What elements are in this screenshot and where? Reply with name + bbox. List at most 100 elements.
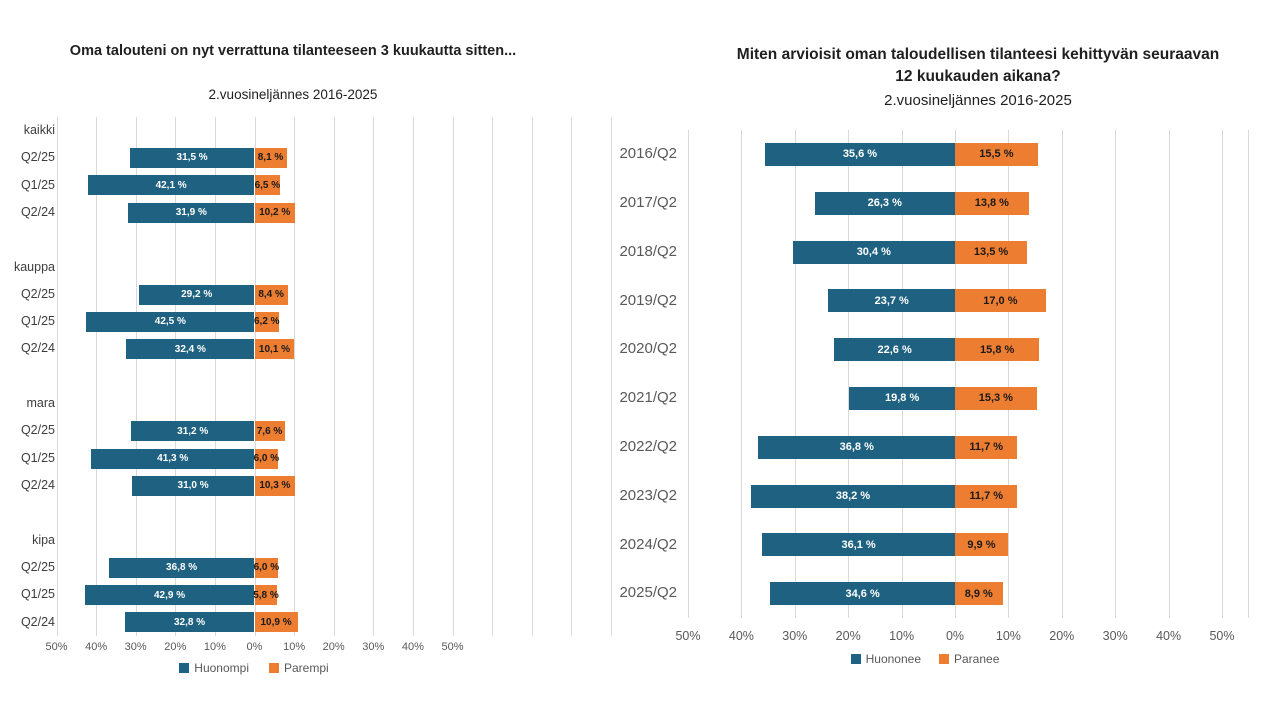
axis-tick-label: 50% bbox=[675, 629, 701, 643]
axis-tick-label: 40% bbox=[728, 629, 754, 643]
category-label: 2022/Q2 bbox=[619, 437, 677, 455]
legend-label: Huonompi bbox=[194, 661, 249, 675]
legend-swatch-icon bbox=[850, 654, 861, 664]
category-label: 2025/Q2 bbox=[619, 584, 677, 602]
bar-value-label: 42,5 % bbox=[154, 316, 186, 328]
negative-bar: 32,4 % bbox=[126, 339, 255, 360]
negative-bar: 36,8 % bbox=[758, 435, 955, 459]
bar-value-label: 35,6 % bbox=[842, 148, 878, 161]
bar-value-label: 19,8 % bbox=[885, 392, 920, 405]
bar-value-label: 36,8 % bbox=[839, 441, 874, 454]
gridline bbox=[56, 117, 58, 636]
category-label: 2018/Q2 bbox=[619, 242, 677, 260]
bar-value-label: 9,9 % bbox=[967, 538, 996, 551]
negative-bar: 36,1 % bbox=[762, 533, 955, 557]
category-label: Q1/25 bbox=[20, 587, 55, 602]
bar-value-label: 41,3 % bbox=[157, 453, 189, 464]
category-label: Q2/24 bbox=[20, 341, 55, 356]
category-label: Q1/25 bbox=[20, 450, 55, 465]
axis-tick-label: 10% bbox=[283, 641, 306, 653]
group-label: kauppa bbox=[13, 259, 55, 274]
gridline bbox=[1008, 130, 1010, 618]
chart-title: Oma talouteni on nyt verrattuna tilantee… bbox=[69, 43, 517, 59]
category-label: Q2/25 bbox=[20, 286, 55, 301]
bar-value-label: 31,0 % bbox=[177, 480, 209, 492]
category-label: 2019/Q2 bbox=[619, 291, 677, 309]
gridline bbox=[135, 117, 137, 636]
bar-value-label: 22,6 % bbox=[877, 343, 912, 356]
category-label: 2023/Q2 bbox=[619, 486, 677, 504]
positive-bar: 8,1 % bbox=[254, 147, 287, 168]
axis-tick-label: 20% bbox=[322, 641, 345, 653]
bar-value-label: 31,2 % bbox=[177, 425, 209, 437]
positive-bar: 6,0 % bbox=[253, 557, 280, 578]
chart-subtitle: 2.vuosineljännes 2016-2025 bbox=[884, 92, 1072, 109]
bar-value-label: 31,5 % bbox=[176, 152, 208, 164]
category-label: 2016/Q2 bbox=[619, 145, 677, 163]
negative-bar: 22,6 % bbox=[834, 338, 955, 362]
axis-tick-label: 20% bbox=[1049, 629, 1075, 643]
gridline bbox=[373, 117, 375, 636]
positive-bar: 5,8 % bbox=[253, 585, 279, 606]
category-label: Q2/24 bbox=[20, 204, 55, 219]
bar-value-label: 8,1 % bbox=[257, 152, 284, 164]
legend: Huonompi Parempi bbox=[104, 661, 404, 675]
axis-tick-label: 40% bbox=[1156, 629, 1182, 643]
legend-item-huononee: Huononee bbox=[850, 652, 921, 666]
bar-value-label: 10,9 % bbox=[260, 616, 292, 628]
positive-bar: 17,0 % bbox=[955, 289, 1046, 313]
bar-value-label: 6,2 % bbox=[253, 316, 280, 328]
positive-bar: 10,9 % bbox=[254, 612, 298, 633]
bar-value-label: 8,4 % bbox=[258, 289, 284, 301]
bar-value-label: 10,2 % bbox=[259, 207, 291, 219]
bar-value-label: 8,9 % bbox=[964, 587, 993, 600]
gridline bbox=[1248, 130, 1249, 618]
category-label: Q2/24 bbox=[20, 478, 55, 493]
bar-value-label: 32,8 % bbox=[173, 616, 206, 628]
negative-bar: 31,0 % bbox=[131, 475, 255, 496]
positive-bar: 7,6 % bbox=[254, 421, 285, 442]
gridline bbox=[794, 130, 796, 618]
bar-value-label: 36,8 % bbox=[166, 562, 198, 574]
legend-item-huonompi: Huonompi bbox=[179, 661, 249, 675]
bar-value-label: 26,3 % bbox=[867, 197, 902, 210]
bar-value-label: 7,6 % bbox=[256, 425, 283, 437]
category-label: 2021/Q2 bbox=[619, 389, 677, 407]
bar-value-label: 23,7 % bbox=[874, 294, 909, 307]
legend-swatch-icon bbox=[269, 663, 279, 673]
gridline bbox=[531, 117, 533, 636]
gridline bbox=[901, 130, 903, 618]
axis-tick-label: 0% bbox=[246, 641, 263, 653]
axis-tick-label: 30% bbox=[362, 641, 385, 653]
bar-value-label: 6,0 % bbox=[253, 562, 280, 574]
positive-bar: 13,5 % bbox=[955, 240, 1028, 264]
bar-value-label: 15,3 % bbox=[978, 392, 1013, 405]
legend: Huononee Paranee bbox=[775, 652, 1075, 666]
negative-bar: 30,4 % bbox=[792, 240, 955, 264]
positive-bar: 8,4 % bbox=[254, 284, 288, 305]
bar-value-label: 11,7 % bbox=[969, 441, 1004, 454]
bar-value-label: 11,7 % bbox=[969, 490, 1004, 502]
axis-tick-label: 40% bbox=[401, 641, 424, 653]
chart-subtitle: 2.vuosineljännes 2016-2025 bbox=[208, 87, 378, 102]
legend-swatch-icon bbox=[179, 663, 190, 673]
positive-bar: 6,2 % bbox=[253, 311, 280, 332]
legend-label: Paranee bbox=[954, 652, 1000, 666]
negative-bar: 36,8 % bbox=[108, 557, 255, 578]
bar-value-label: 34,6 % bbox=[845, 587, 880, 600]
axis-tick-label: 10% bbox=[889, 629, 915, 643]
negative-bar: 42,9 % bbox=[84, 585, 255, 606]
negative-bar: 31,2 % bbox=[130, 421, 255, 442]
axis-tick-label: 50% bbox=[441, 641, 464, 653]
bar-value-label: 42,1 % bbox=[155, 179, 187, 191]
gridline bbox=[294, 117, 296, 636]
positive-bar: 6,0 % bbox=[254, 448, 279, 469]
gridline bbox=[571, 117, 573, 636]
bar-value-label: 17,0 % bbox=[983, 294, 1018, 307]
negative-bar: 31,9 % bbox=[128, 202, 255, 223]
bar-value-label: 6,5 % bbox=[254, 179, 281, 191]
category-label: 2020/Q2 bbox=[619, 340, 677, 358]
legend-swatch-icon bbox=[939, 654, 949, 664]
